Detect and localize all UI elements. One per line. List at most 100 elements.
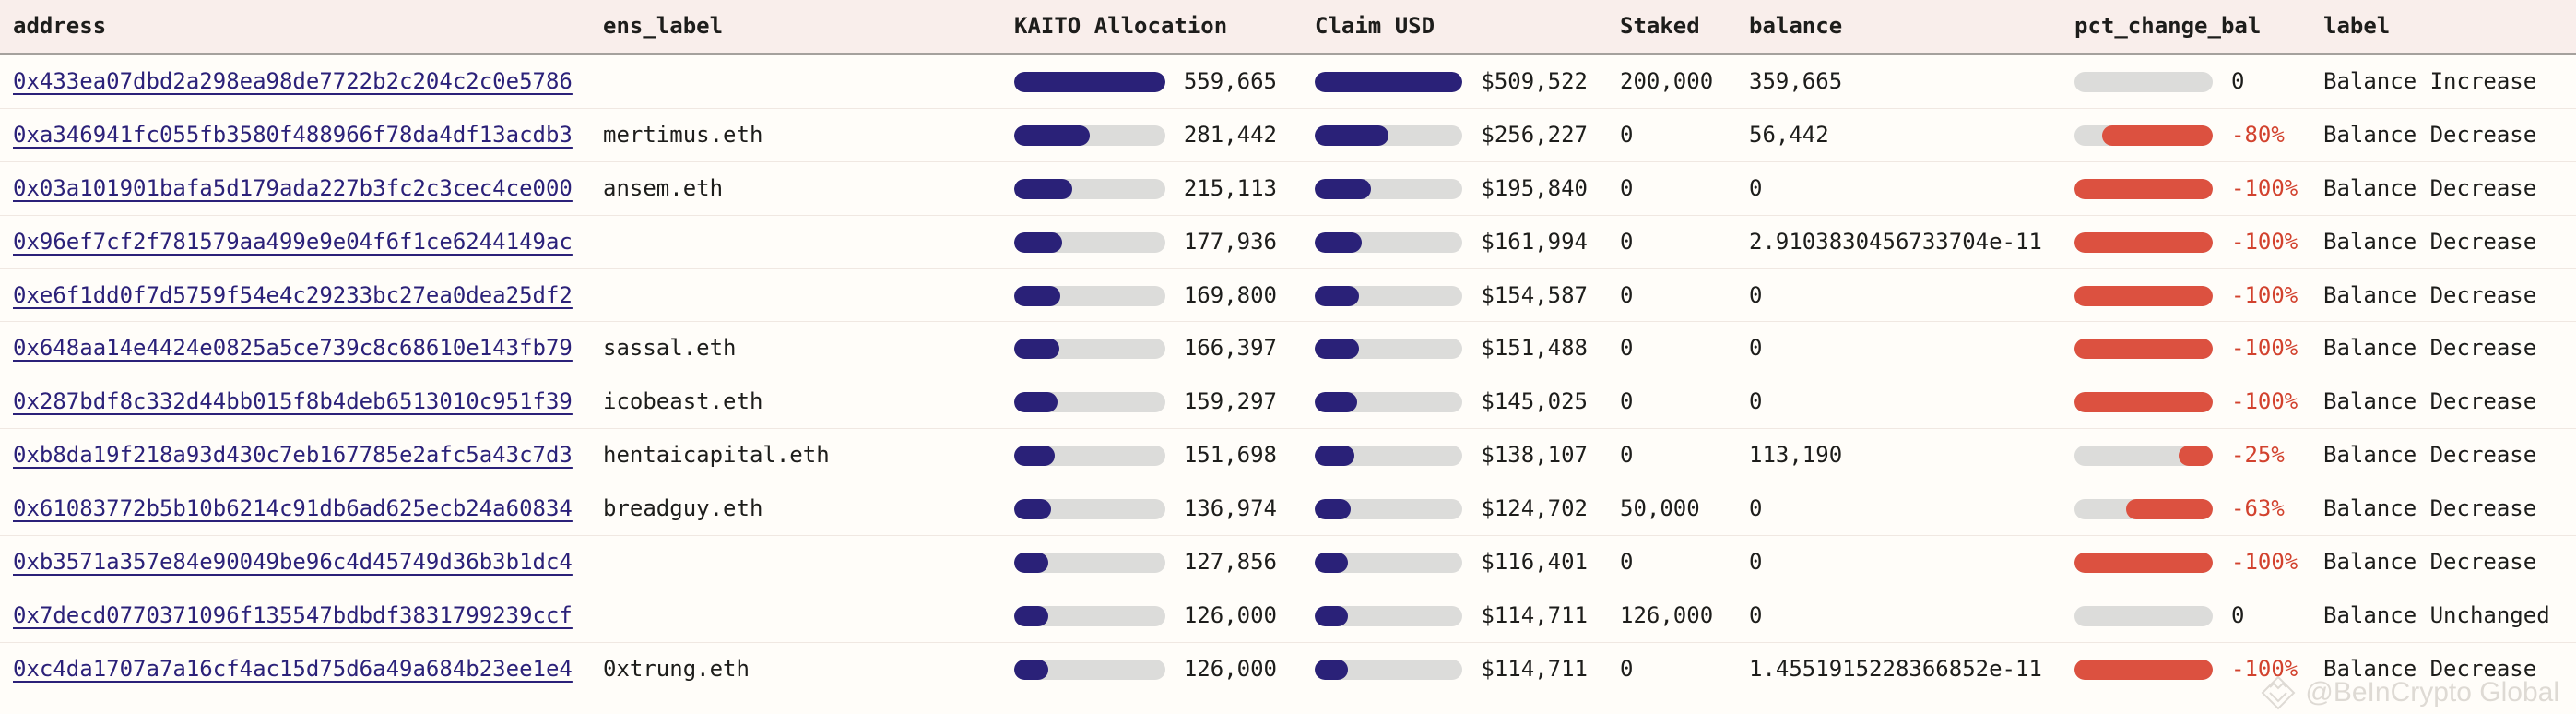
staked-value: 0 xyxy=(1620,281,1634,308)
table-row: 0x287bdf8c332d44bb015f8b4deb6513010c951f… xyxy=(0,375,2576,430)
table-row: 0x433ea07dbd2a298ea98de7722b2c204c2c0e57… xyxy=(0,55,2576,109)
kaito-allocation-bar xyxy=(1014,178,1165,199)
claim-usd-bar xyxy=(1315,392,1462,413)
pct-change-bar xyxy=(2074,499,2213,520)
kaito-allocation-bar xyxy=(1014,553,1165,574)
claim-usd-bar xyxy=(1315,339,1462,360)
staked-value: 126,000 xyxy=(1620,601,1714,628)
claim-usd-bar xyxy=(1315,125,1462,146)
table-row: 0x03a101901bafa5d179ada227b3fc2c3cec4ce0… xyxy=(0,162,2576,216)
claim-usd-value: $154,587 xyxy=(1481,281,1588,308)
column-header-pct-change-bal: pct_change_bal xyxy=(2074,13,2262,39)
pct-change-value: -63% xyxy=(2231,495,2285,522)
address-link[interactable]: 0xb3571a357e84e90049be96c4d45749d36b3b1d… xyxy=(13,549,573,576)
address-link[interactable]: 0x287bdf8c332d44bb015f8b4deb6513010c951f… xyxy=(13,388,573,415)
balance-value: 0 xyxy=(1749,549,1763,576)
pct-change-value: -100% xyxy=(2231,549,2298,576)
watermark-text: @BeInCrypto Global xyxy=(2305,677,2559,708)
claim-usd-bar xyxy=(1315,178,1462,199)
kaito-allocation-value: 127,856 xyxy=(1183,549,1277,576)
address-link[interactable]: 0xa346941fc055fb3580f488966f78da4df13acd… xyxy=(13,121,573,148)
kaito-allocation-value: 281,442 xyxy=(1183,121,1277,148)
address-link[interactable]: 0x433ea07dbd2a298ea98de7722b2c204c2c0e57… xyxy=(13,68,573,94)
table-row: 0xb8da19f218a93d430c7eb167785e2afc5a43c7… xyxy=(0,429,2576,483)
kaito-allocation-bar xyxy=(1014,659,1165,680)
pct-change-value: 0 xyxy=(2231,68,2245,94)
address-link[interactable]: 0x96ef7cf2f781579aa499e9e04f6f1ce6244149… xyxy=(13,228,573,255)
pct-change-value: 0 xyxy=(2231,601,2245,628)
column-header-label: label xyxy=(2323,13,2391,39)
beincrypto-diamond-logo-icon xyxy=(2261,675,2296,710)
column-header-balance: balance xyxy=(1749,13,1843,39)
balance-value: 0 xyxy=(1749,335,1763,362)
pct-change-bar xyxy=(2074,125,2213,146)
address-link[interactable]: 0xb8da19f218a93d430c7eb167785e2afc5a43c7… xyxy=(13,442,573,469)
balance-value: 1.4551915228366852e-11 xyxy=(1749,655,2042,682)
kaito-allocation-bar xyxy=(1014,339,1165,360)
claim-usd-value: $124,702 xyxy=(1481,495,1588,522)
table-row: 0x648aa14e4424e0825a5ce739c8c68610e143fb… xyxy=(0,322,2576,376)
address-link[interactable]: 0xe6f1dd0f7d5759f54e4c29233bc27ea0dea25d… xyxy=(13,281,573,308)
table-row: 0x61083772b5b10b6214c91db6ad625ecb24a608… xyxy=(0,482,2576,537)
balance-label: Balance Decrease xyxy=(2323,281,2537,308)
claim-usd-value: $114,711 xyxy=(1481,601,1588,628)
kaito-allocation-value: 559,665 xyxy=(1183,68,1277,94)
balance-label: Balance Decrease xyxy=(2323,388,2537,415)
claim-usd-value: $116,401 xyxy=(1481,549,1588,576)
staked-value: 0 xyxy=(1620,655,1634,682)
pct-change-bar xyxy=(2074,339,2213,360)
address-link[interactable]: 0xc4da1707a7a16cf4ac15d75d6a49a684b23ee1… xyxy=(13,655,573,682)
pct-change-bar xyxy=(2074,72,2213,92)
claim-usd-bar xyxy=(1315,72,1462,92)
balance-value: 0 xyxy=(1749,281,1763,308)
claim-usd-bar xyxy=(1315,446,1462,467)
kaito-allocation-value: 159,297 xyxy=(1183,388,1277,415)
staked-value: 0 xyxy=(1620,442,1634,469)
ens-label-cell: 0xtrung.eth xyxy=(603,655,750,682)
staked-value: 0 xyxy=(1620,121,1634,148)
balance-label: Balance Decrease xyxy=(2323,442,2537,469)
table-row: 0x96ef7cf2f781579aa499e9e04f6f1ce6244149… xyxy=(0,216,2576,269)
pct-change-bar xyxy=(2074,392,2213,413)
claim-usd-bar xyxy=(1315,659,1462,680)
claim-usd-value: $509,522 xyxy=(1481,68,1588,94)
staked-value: 0 xyxy=(1620,174,1634,201)
kaito-allocation-value: 126,000 xyxy=(1183,655,1277,682)
pct-change-value: -100% xyxy=(2231,388,2298,415)
pct-change-value: -100% xyxy=(2231,335,2298,362)
ens-label-cell: breadguy.eth xyxy=(603,495,763,522)
address-link[interactable]: 0x03a101901bafa5d179ada227b3fc2c3cec4ce0… xyxy=(13,174,573,201)
claim-usd-value: $256,227 xyxy=(1481,121,1588,148)
column-header-kaito-allocation: KAITO Allocation xyxy=(1014,13,1228,39)
column-header-address: address xyxy=(13,13,107,39)
claim-usd-value: $145,025 xyxy=(1481,388,1588,415)
balance-label: Balance Unchanged xyxy=(2323,601,2550,628)
ens-label-cell: icobeast.eth xyxy=(603,388,763,415)
kaito-allocation-bar xyxy=(1014,232,1165,253)
kaito-allocation-bar xyxy=(1014,446,1165,467)
staked-value: 0 xyxy=(1620,335,1634,362)
pct-change-bar xyxy=(2074,232,2213,253)
ens-label-cell: hentaicapital.eth xyxy=(603,442,830,469)
pct-change-bar xyxy=(2074,659,2213,680)
address-link[interactable]: 0x648aa14e4424e0825a5ce739c8c68610e143fb… xyxy=(13,335,573,362)
ens-label-cell: ansem.eth xyxy=(603,174,724,201)
pct-change-bar xyxy=(2074,178,2213,199)
table-row: 0xe6f1dd0f7d5759f54e4c29233bc27ea0dea25d… xyxy=(0,269,2576,323)
balance-value: 0 xyxy=(1749,174,1763,201)
kaito-allocation-bar xyxy=(1014,392,1165,413)
balance-label: Balance Decrease xyxy=(2323,655,2537,682)
balance-value: 0 xyxy=(1749,495,1763,522)
table-body: 0x433ea07dbd2a298ea98de7722b2c204c2c0e57… xyxy=(0,55,2576,696)
pct-change-value: -25% xyxy=(2231,442,2285,469)
balance-value: 0 xyxy=(1749,388,1763,415)
claim-usd-value: $138,107 xyxy=(1481,442,1588,469)
claim-usd-bar xyxy=(1315,285,1462,306)
address-link[interactable]: 0x61083772b5b10b6214c91db6ad625ecb24a608… xyxy=(13,495,573,522)
kaito-allocation-value: 169,800 xyxy=(1183,281,1277,308)
kaito-allocation-value: 151,698 xyxy=(1183,442,1277,469)
watermark: @BeInCrypto Global xyxy=(2261,675,2559,710)
balance-label: Balance Decrease xyxy=(2323,549,2537,576)
claim-usd-value: $151,488 xyxy=(1481,335,1588,362)
address-link[interactable]: 0x7decd0770371096f135547bdbdf3831799239c… xyxy=(13,601,573,628)
